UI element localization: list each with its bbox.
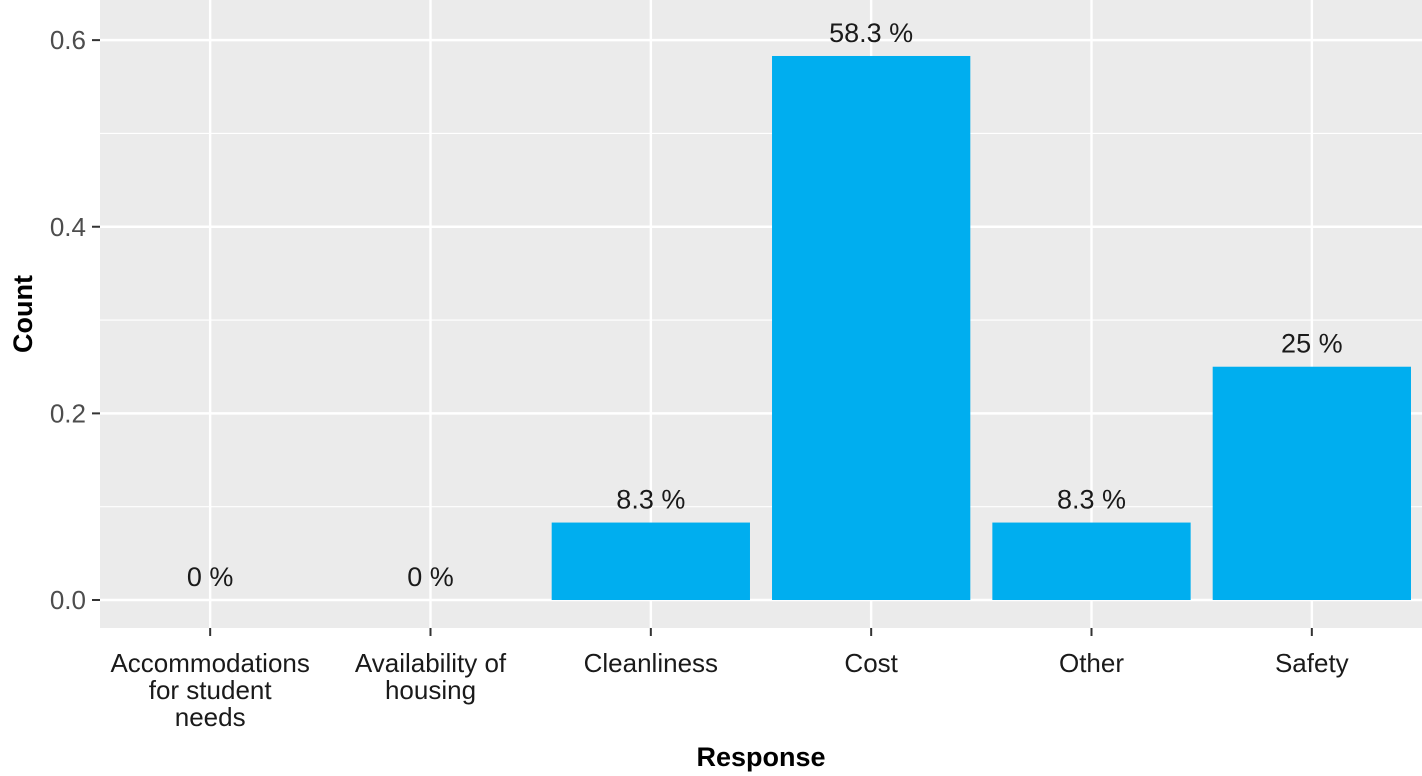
data-label: 8.3 % <box>616 485 685 515</box>
x-tick-label-line: Safety <box>1275 648 1349 678</box>
x-tick-label: Availability of housing <box>355 648 507 705</box>
x-tick-label: Accommodations for student needs <box>110 648 309 732</box>
data-label: 0 % <box>407 562 454 592</box>
bars <box>551 55 1411 601</box>
x-tick-label-line: Availability of <box>355 648 507 678</box>
bar <box>992 522 1191 601</box>
y-tick-label: 0.0 <box>50 585 86 615</box>
bar <box>772 55 971 601</box>
data-label: 0 % <box>187 562 234 592</box>
x-axis-title: Response <box>696 742 825 772</box>
data-label: 25 % <box>1281 329 1343 359</box>
bar <box>1212 366 1411 601</box>
x-tick-label-line: for student <box>149 675 273 705</box>
y-axis: 0.0 0.2 0.4 0.6 <box>50 25 100 615</box>
x-tick-label-line: housing <box>385 675 476 705</box>
y-tick-label: 0.6 <box>50 25 86 55</box>
minor-gridlines <box>100 132 1422 508</box>
y-tick-label: 0.2 <box>50 398 86 428</box>
data-labels: 0 % 0 % 8.3 % 58.3 % 8.3 % 25 % <box>187 18 1343 592</box>
x-tick-label: Cost <box>844 648 898 678</box>
data-label: 8.3 % <box>1057 485 1126 515</box>
x-tick-label: Cleanliness <box>584 648 718 678</box>
y-tick-label: 0.4 <box>50 212 86 242</box>
x-axis: Accommodations for student needs Availabili… <box>110 628 1349 732</box>
y-axis-title: Count <box>8 275 38 353</box>
x-tick-label: Other <box>1059 648 1124 678</box>
data-label: 58.3 % <box>829 18 913 48</box>
x-tick-label-line: Accommodations <box>110 648 309 678</box>
x-tick-label-line: Cost <box>844 648 898 678</box>
bar <box>551 522 750 601</box>
x-tick-label-line: Other <box>1059 648 1124 678</box>
x-tick-label-line: needs <box>175 702 246 732</box>
x-tick-label-line: Cleanliness <box>584 648 718 678</box>
plot-panel <box>100 0 1422 628</box>
x-tick-label: Safety <box>1275 648 1349 678</box>
